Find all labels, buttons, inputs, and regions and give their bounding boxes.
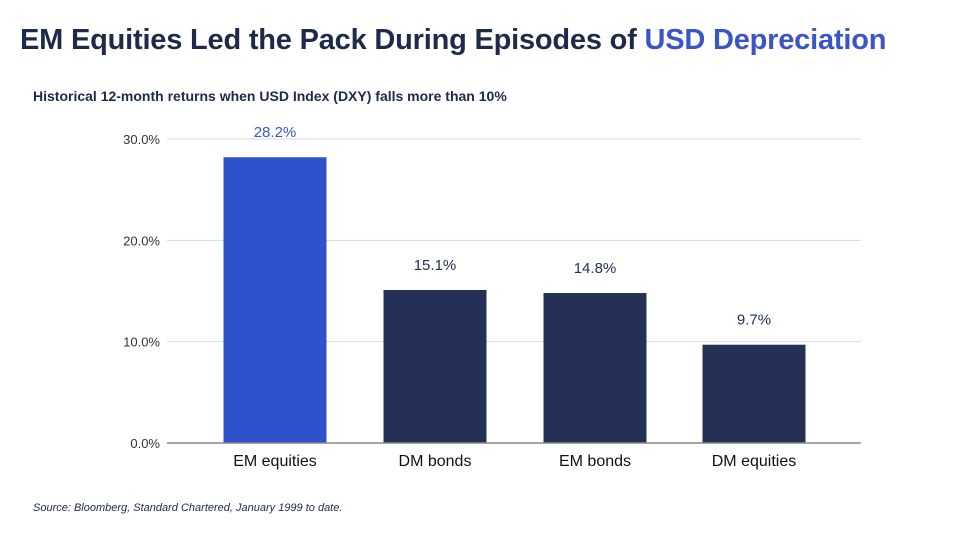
x-tick-label: DM bonds xyxy=(399,453,472,470)
data-label: 14.8% xyxy=(574,260,617,277)
y-tick-label: 0.0% xyxy=(130,436,160,451)
bars xyxy=(223,157,806,444)
y-tick-label: 20.0% xyxy=(123,233,160,248)
data-label: 9.7% xyxy=(737,312,771,329)
y-tick-label: 10.0% xyxy=(123,335,160,350)
x-tick-label: EM bonds xyxy=(559,453,631,470)
data-label: 28.2% xyxy=(254,124,297,141)
data-labels: 28.2% 15.1% 14.8% 9.7% xyxy=(254,124,771,328)
y-axis-ticks: 0.0% 10.0% 20.0% 30.0% xyxy=(123,132,160,451)
data-label: 15.1% xyxy=(414,257,457,274)
page-title: EM Equities Led the Pack During Episodes… xyxy=(20,24,886,57)
source-note: Source: Bloomberg, Standard Chartered, J… xyxy=(33,502,343,514)
x-axis-ticks: EM equities DM bonds EM bonds DM equities xyxy=(233,453,796,470)
x-tick-label: DM equities xyxy=(712,453,796,470)
bar xyxy=(223,157,327,444)
y-tick-label: 30.0% xyxy=(123,132,160,147)
bar xyxy=(383,289,487,443)
x-tick-label: EM equities xyxy=(233,453,317,470)
title-highlight: USD Depreciation xyxy=(644,24,887,56)
title-main: EM Equities Led the Pack During Episodes… xyxy=(20,24,645,56)
bar xyxy=(543,293,647,443)
chart-subtitle: Historical 12-month returns when USD Ind… xyxy=(33,88,507,104)
bar xyxy=(702,344,806,443)
